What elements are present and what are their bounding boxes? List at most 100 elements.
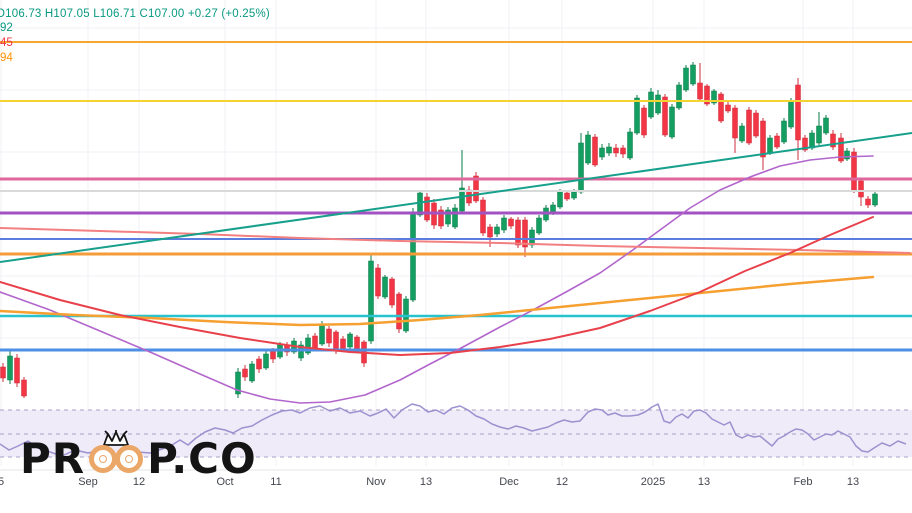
candle-body xyxy=(739,125,745,142)
candle-body xyxy=(319,323,325,345)
candle-body xyxy=(333,331,339,351)
candle-body xyxy=(515,219,521,246)
candle-body xyxy=(459,187,465,212)
candle-body xyxy=(732,107,738,139)
candle-body xyxy=(844,150,850,160)
candle-body xyxy=(718,93,724,122)
candle-body xyxy=(21,379,27,397)
candle-body xyxy=(312,335,318,349)
candle-body xyxy=(704,85,710,105)
candle-body xyxy=(452,207,458,228)
candle-body xyxy=(410,211,416,301)
candle-body xyxy=(235,371,241,395)
watermark-text-left: PR xyxy=(20,434,86,483)
candle-body xyxy=(599,147,605,158)
candle-body xyxy=(529,229,535,246)
ohlc-values: O106.73 H107.05 L106.71 C107.00 +0.27 (+… xyxy=(0,8,270,20)
candle-body xyxy=(683,67,689,91)
trendline xyxy=(0,132,912,263)
candle-body xyxy=(830,133,836,148)
candle-body xyxy=(417,192,423,216)
candle-body xyxy=(795,84,801,141)
candle-body xyxy=(536,217,542,234)
candle-body xyxy=(522,219,528,248)
candle-body xyxy=(746,109,752,144)
ma-violet xyxy=(0,155,874,404)
candle-body xyxy=(767,137,773,154)
candle-body xyxy=(389,278,395,306)
indicator-value-label: 94 xyxy=(0,52,13,64)
candle-body xyxy=(760,120,766,158)
indicator-value-label: 45 xyxy=(0,37,13,49)
candle-body xyxy=(690,64,696,85)
x-axis-tick-label: 13 xyxy=(846,476,860,488)
x-axis-tick-label: 13 xyxy=(419,476,433,488)
candle-body xyxy=(242,368,248,378)
ma-orange xyxy=(0,275,875,327)
candle-body xyxy=(627,131,633,159)
candle-body xyxy=(592,136,598,166)
ma-red xyxy=(0,216,874,356)
candle-body xyxy=(501,217,507,231)
candle-body xyxy=(816,125,822,144)
oscillator-line xyxy=(0,403,907,458)
candle-body xyxy=(809,132,815,149)
candle-body xyxy=(347,333,353,348)
candle-body xyxy=(578,142,584,193)
candle-body xyxy=(774,135,780,148)
candle-body xyxy=(872,193,878,206)
indicator-value-label: 92 xyxy=(0,22,13,34)
owl-eye-right xyxy=(115,445,144,473)
watermark-logo: PR P.CO xyxy=(20,430,257,483)
candle-body xyxy=(249,363,255,382)
candle-body xyxy=(340,338,346,350)
x-axis-tick-label: 12 xyxy=(555,476,569,488)
candle-body xyxy=(613,147,619,154)
candle-body xyxy=(788,100,794,128)
candle-body xyxy=(648,91,654,118)
candle-body xyxy=(564,192,570,200)
watermark-text-right: P.CO xyxy=(147,434,257,483)
candle-body xyxy=(375,267,381,297)
candle-body xyxy=(838,137,844,162)
candle-body xyxy=(606,146,612,154)
candle-body xyxy=(480,199,486,234)
candle-body xyxy=(571,191,577,199)
candle-body xyxy=(697,82,703,100)
candle-body xyxy=(263,353,269,369)
candle-body xyxy=(634,97,640,134)
candle-body xyxy=(802,137,808,151)
candle-body xyxy=(14,357,20,384)
candle-body xyxy=(781,120,787,143)
owl-eye-left xyxy=(89,445,118,473)
candle-body xyxy=(662,96,668,136)
x-axis-tick-label: Nov xyxy=(366,476,386,488)
x-axis-tick-label: Oct xyxy=(216,476,234,488)
x-axis-tick-label: Sep xyxy=(78,476,98,488)
ma-salmon xyxy=(0,227,911,254)
candle-body xyxy=(711,90,717,104)
candle-body xyxy=(641,107,647,136)
candle-body xyxy=(676,84,682,109)
x-axis-tick-label: Dec xyxy=(499,476,519,488)
crown-icon xyxy=(103,430,130,446)
candle-body xyxy=(305,337,311,354)
candle-body xyxy=(424,196,430,221)
candle-body xyxy=(438,209,444,227)
candle-body xyxy=(487,226,493,238)
candle-body xyxy=(858,180,864,198)
x-axis-tick-label: 11 xyxy=(270,476,282,488)
candle-body xyxy=(326,328,332,344)
candle-body xyxy=(473,175,479,202)
candle-body xyxy=(382,276,388,298)
candle-body xyxy=(445,209,451,225)
candle-body xyxy=(655,94,661,114)
candle-body xyxy=(725,104,731,112)
candle-body xyxy=(7,355,13,381)
candle-body xyxy=(494,226,500,235)
candle-body xyxy=(256,358,262,370)
candlestick-series xyxy=(0,62,878,398)
x-axis-tick-label: 13 xyxy=(697,476,711,488)
